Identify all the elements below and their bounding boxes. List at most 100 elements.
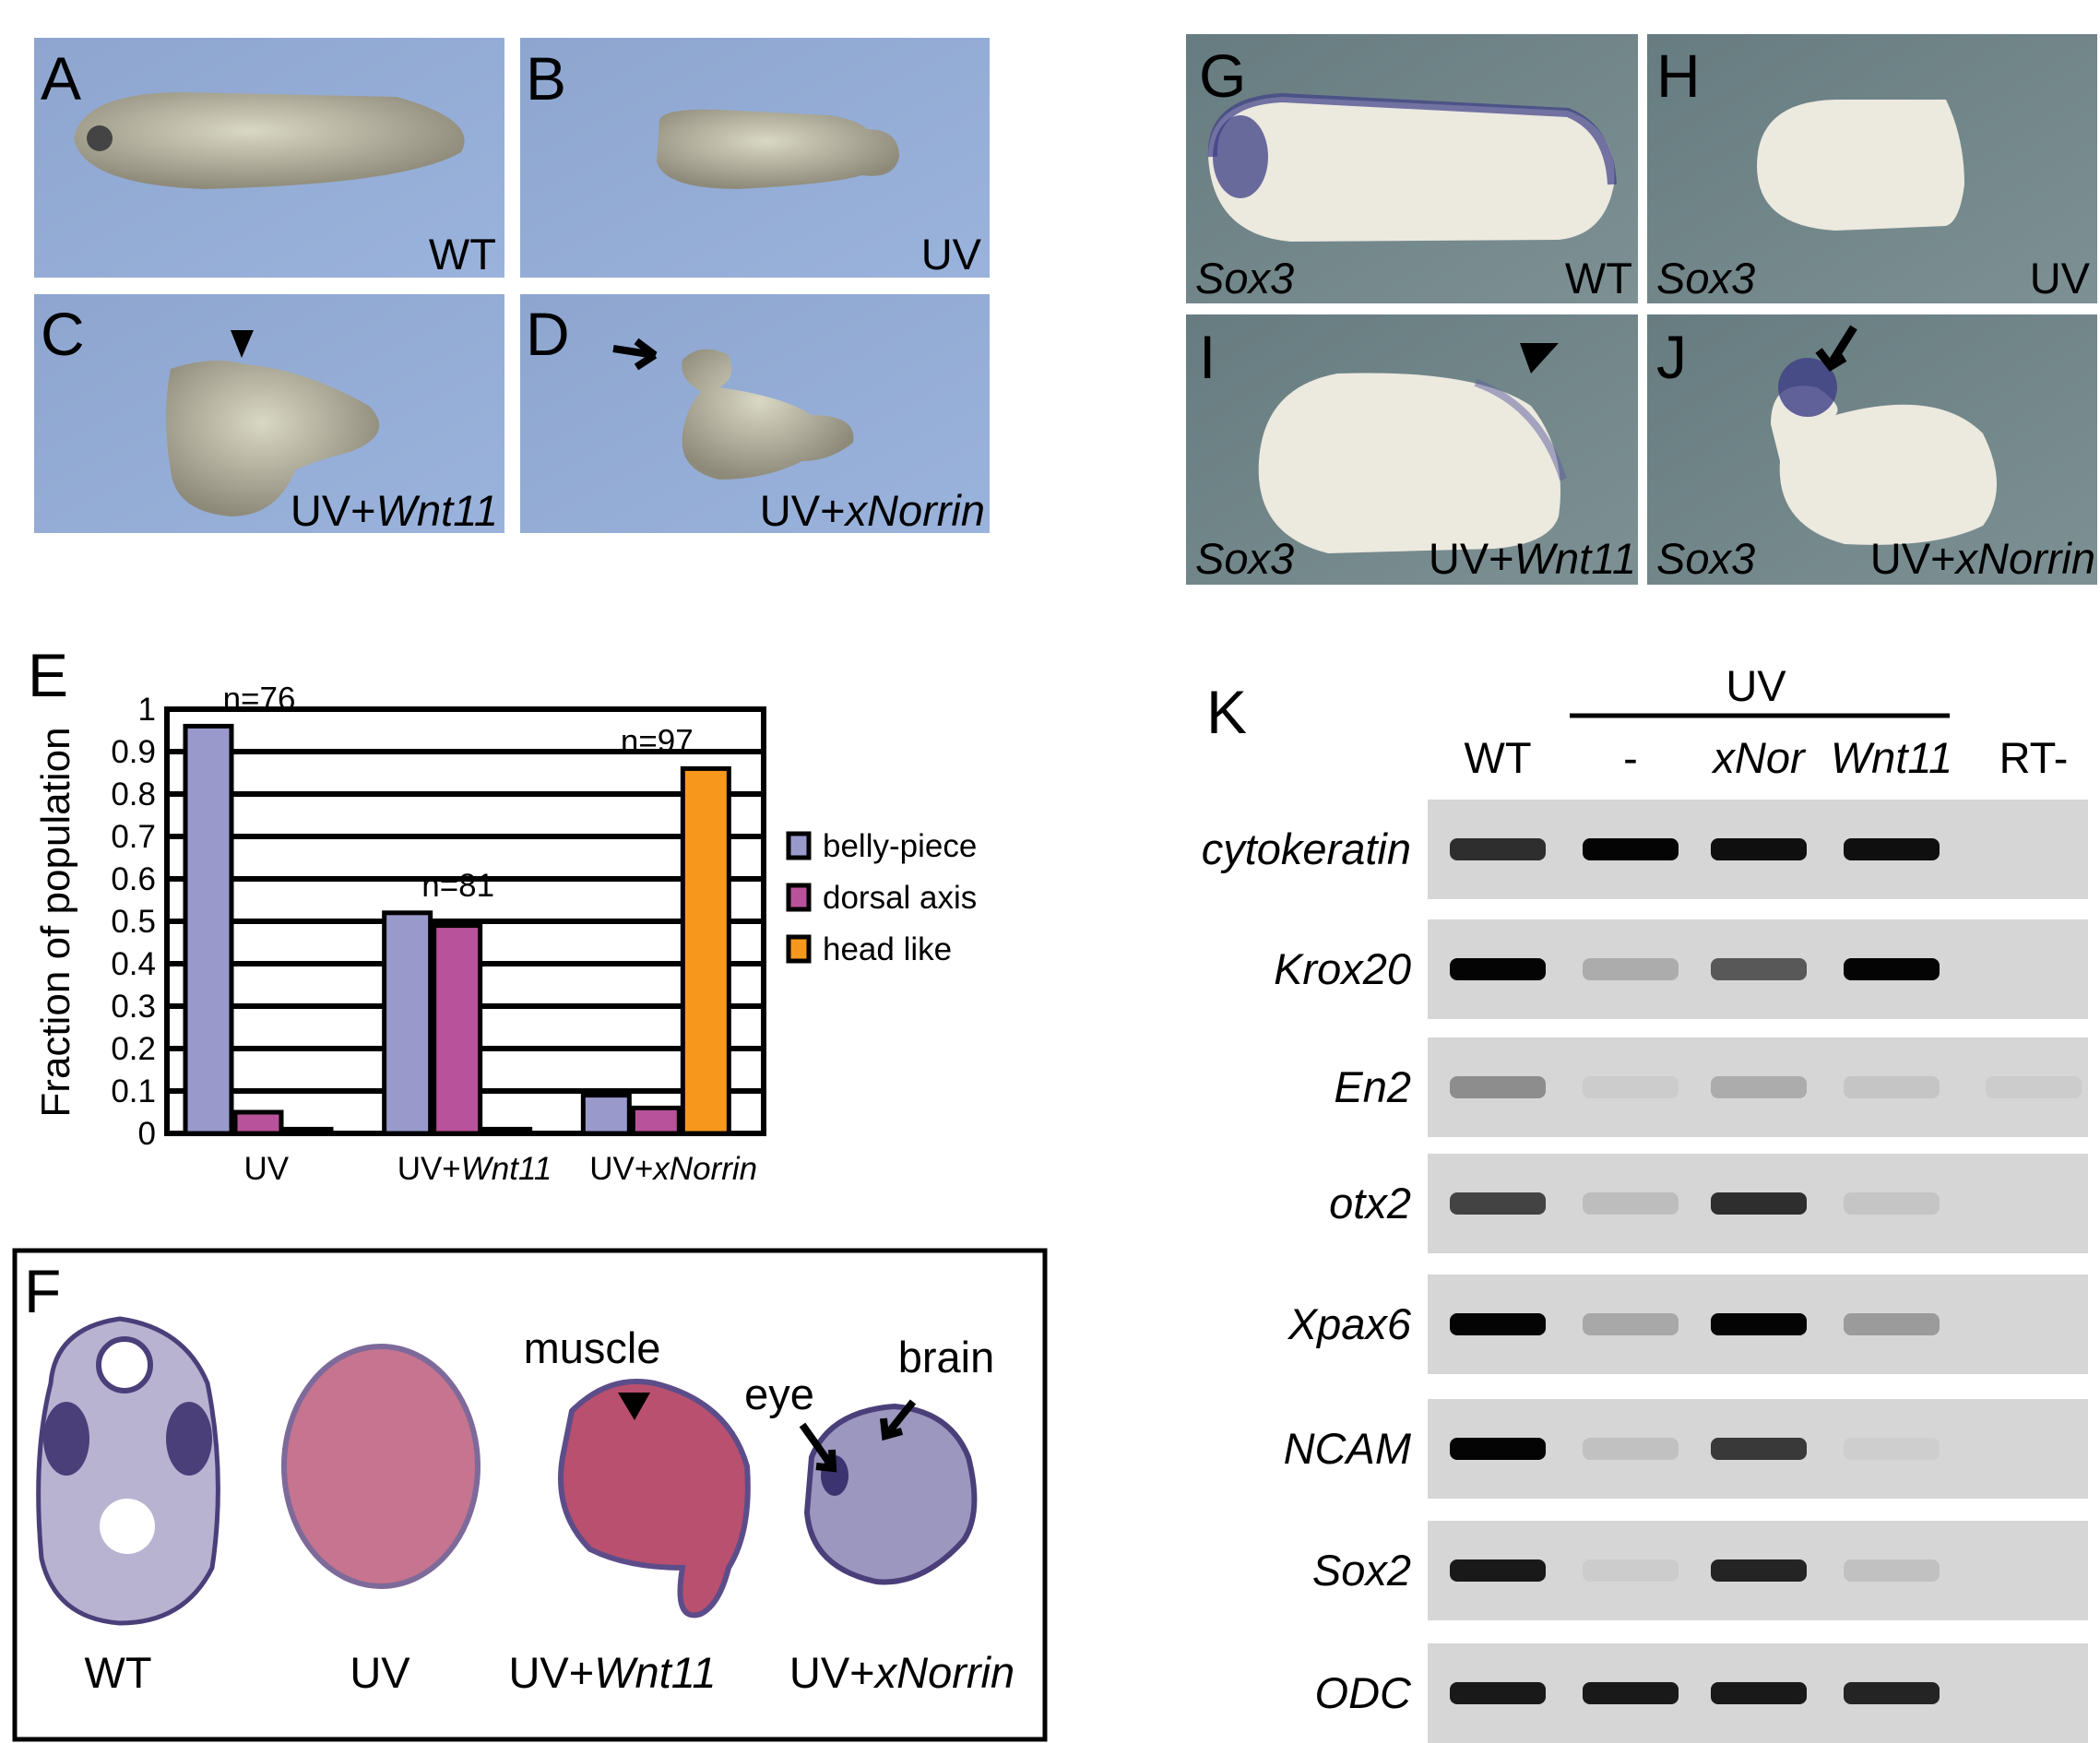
arrow-icon [612, 338, 658, 371]
legend-label: head like [823, 931, 952, 967]
gel-band [1844, 838, 1940, 860]
lane-label: RT- [1999, 733, 2069, 782]
embryo-image [1258, 373, 1560, 553]
x-tick-label: UV+Wnt11 [397, 1151, 552, 1187]
bar-dorsal-axis-1 [432, 923, 483, 1136]
gel-band [1844, 958, 1940, 980]
panel-j: J Sox3 UV+xNorrin [1647, 314, 2097, 585]
panel-e-chart: E Fraction of population 0 0.1 0.2 0.3 0.4 0.… [28, 641, 977, 1187]
gel-row-Krox20: Krox20 [1274, 919, 2088, 1019]
gel-row-En2: En2 [1334, 1038, 2088, 1137]
gel-band [1450, 1438, 1546, 1460]
gel-row-NCAM: NCAM [1284, 1399, 2088, 1499]
section-wt: WT [36, 1316, 220, 1697]
bar-dorsal-axis-2 [630, 1105, 682, 1136]
y-tick-label: 0.8 [111, 777, 156, 812]
gel-band [1583, 1076, 1679, 1098]
panel-label: UV+Wnt11 [1429, 534, 1636, 583]
gel-row-cytokeratin: cytokeratin [1202, 800, 2088, 899]
panel-label: WT [1565, 254, 1632, 302]
legend-label: belly-piece [823, 828, 977, 864]
eye-spot [87, 125, 113, 151]
legend-swatch [786, 934, 812, 964]
gene-label: Sox2 [1312, 1546, 1411, 1595]
panel-c: C UV+Wnt11 [34, 294, 504, 535]
n-label: n=81 [421, 868, 494, 904]
panel-i: I Sox3 UV+Wnt11 [1186, 314, 1638, 585]
gel-band [1711, 1076, 1807, 1098]
gel-band [1583, 958, 1679, 980]
x-tick-label: UV+xNorrin [589, 1151, 757, 1187]
gel-band [1583, 1559, 1679, 1582]
legend-swatch [786, 831, 812, 860]
gel-band [1450, 1559, 1546, 1582]
panel-letter: F [24, 1257, 61, 1325]
neural-tube [96, 1336, 153, 1393]
x-tick-label: UV [244, 1151, 290, 1187]
panel-a: A WT [34, 38, 504, 279]
gel-band [1844, 1438, 1940, 1460]
eye-structure [43, 1402, 89, 1476]
gene-label: Sox3 [1656, 534, 1755, 583]
gel-band [1711, 1438, 1807, 1460]
gel-band [1583, 1313, 1679, 1335]
gel-band [1711, 958, 1807, 980]
panel-d: D UV+xNorrin [520, 294, 990, 535]
gene-label: otx2 [1329, 1179, 1411, 1227]
y-tick-label: 0.1 [111, 1073, 156, 1109]
uv-group-label: UV [1726, 661, 1786, 710]
gel-band [1844, 1313, 1940, 1335]
gene-label: NCAM [1284, 1424, 1412, 1473]
panel-letter: B [526, 44, 566, 113]
gel-band [1711, 1192, 1807, 1215]
gel-band [1450, 1682, 1546, 1704]
section-label: UV [350, 1648, 410, 1697]
tissue-section [558, 1379, 751, 1618]
bar-belly-piece-0 [183, 723, 234, 1136]
bar-belly-piece-2 [580, 1093, 632, 1136]
stain-pattern [1213, 115, 1268, 198]
arrow-icon [880, 1399, 917, 1441]
embryo-image [74, 92, 465, 189]
embryo-image [1771, 385, 1997, 545]
y-axis-label: Fraction of population [33, 727, 78, 1117]
panel-letter: D [526, 300, 570, 368]
annotation-muscle: muscle [524, 1323, 661, 1372]
panel-label: UV [2030, 254, 2091, 302]
gene-label: Sox3 [1195, 534, 1294, 583]
gel-band [1450, 838, 1546, 860]
y-tick-label: 1 [138, 692, 156, 728]
lane-label: Wnt11 [1831, 733, 1952, 782]
gene-label: cytokeratin [1202, 824, 1411, 873]
section-xnorrin: eye brain UV+xNorrin [744, 1333, 1014, 1697]
gel-band [1450, 958, 1546, 980]
arrowhead-icon [1520, 343, 1559, 374]
panel-label: UV+xNorrin [760, 486, 985, 535]
gel-band [1711, 1313, 1807, 1335]
panel-label: UV+Wnt11 [291, 486, 498, 535]
gel-band [1711, 1682, 1807, 1704]
gel-band [1844, 1559, 1940, 1582]
tissue-section [803, 1403, 978, 1585]
stain-pattern [1207, 92, 1617, 185]
panel-label: UV [921, 230, 982, 279]
panel-letter: I [1199, 323, 1216, 391]
gel-band [1711, 1559, 1807, 1582]
gene-label: Sox3 [1656, 254, 1755, 302]
n-label: n=97 [621, 723, 694, 759]
gene-label: Krox20 [1274, 944, 1411, 993]
gel-band [1583, 1192, 1679, 1215]
panel-letter: E [28, 641, 68, 709]
gel-row-Sox2: Sox2 [1312, 1521, 2088, 1620]
gene-label: Sox3 [1195, 254, 1294, 302]
gel-band [1711, 838, 1807, 860]
panel-b: B UV [520, 38, 990, 279]
panel-letter: A [41, 44, 81, 113]
panel-k: K UV WT - xNor Wnt11 RT-cytokeratin Krox20 En2… [1202, 661, 2088, 1743]
arrow-icon [799, 1422, 837, 1473]
panel-letter: K [1206, 678, 1247, 746]
section-label: UV+xNorrin [789, 1648, 1014, 1697]
legend-swatch [786, 883, 812, 912]
gel-row-Xpax6: Xpax6 [1287, 1275, 2088, 1374]
